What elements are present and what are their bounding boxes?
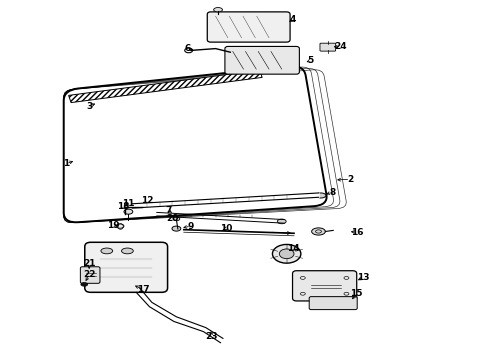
- FancyBboxPatch shape: [207, 12, 290, 42]
- Text: 12: 12: [141, 197, 153, 205]
- Text: 15: 15: [350, 288, 363, 297]
- Ellipse shape: [279, 249, 294, 258]
- Ellipse shape: [81, 283, 88, 286]
- Text: 5: 5: [308, 56, 314, 65]
- Text: 10: 10: [220, 224, 233, 233]
- Ellipse shape: [312, 228, 325, 235]
- Text: 21: 21: [83, 259, 96, 269]
- Ellipse shape: [277, 219, 286, 224]
- Ellipse shape: [116, 224, 124, 228]
- Text: 3: 3: [86, 102, 92, 111]
- Text: 9: 9: [188, 222, 195, 231]
- Ellipse shape: [173, 217, 180, 221]
- Ellipse shape: [214, 8, 222, 12]
- Text: 1: 1: [63, 159, 69, 168]
- Ellipse shape: [122, 248, 133, 254]
- Text: 18: 18: [117, 202, 130, 211]
- FancyBboxPatch shape: [293, 271, 357, 301]
- Text: 23: 23: [205, 332, 218, 341]
- Polygon shape: [69, 70, 262, 103]
- Ellipse shape: [101, 248, 113, 254]
- Text: 22: 22: [83, 270, 96, 279]
- Text: 17: 17: [137, 285, 150, 294]
- FancyBboxPatch shape: [309, 297, 357, 310]
- Text: 14: 14: [287, 244, 299, 253]
- Text: 16: 16: [351, 228, 364, 237]
- Text: 6: 6: [185, 44, 191, 53]
- Text: 11: 11: [122, 199, 135, 208]
- Ellipse shape: [316, 193, 326, 198]
- Text: 13: 13: [357, 273, 370, 282]
- Text: 19: 19: [107, 220, 120, 230]
- Text: 7: 7: [166, 206, 172, 215]
- FancyBboxPatch shape: [225, 46, 299, 74]
- Ellipse shape: [272, 244, 301, 263]
- Text: 24: 24: [334, 42, 347, 51]
- Text: 20: 20: [166, 213, 179, 222]
- Text: 2: 2: [347, 175, 353, 184]
- FancyBboxPatch shape: [320, 43, 336, 51]
- Text: 8: 8: [329, 188, 335, 197]
- Ellipse shape: [124, 209, 133, 214]
- FancyBboxPatch shape: [85, 242, 168, 292]
- FancyBboxPatch shape: [80, 267, 100, 283]
- Text: 4: 4: [290, 15, 296, 24]
- Ellipse shape: [172, 226, 181, 231]
